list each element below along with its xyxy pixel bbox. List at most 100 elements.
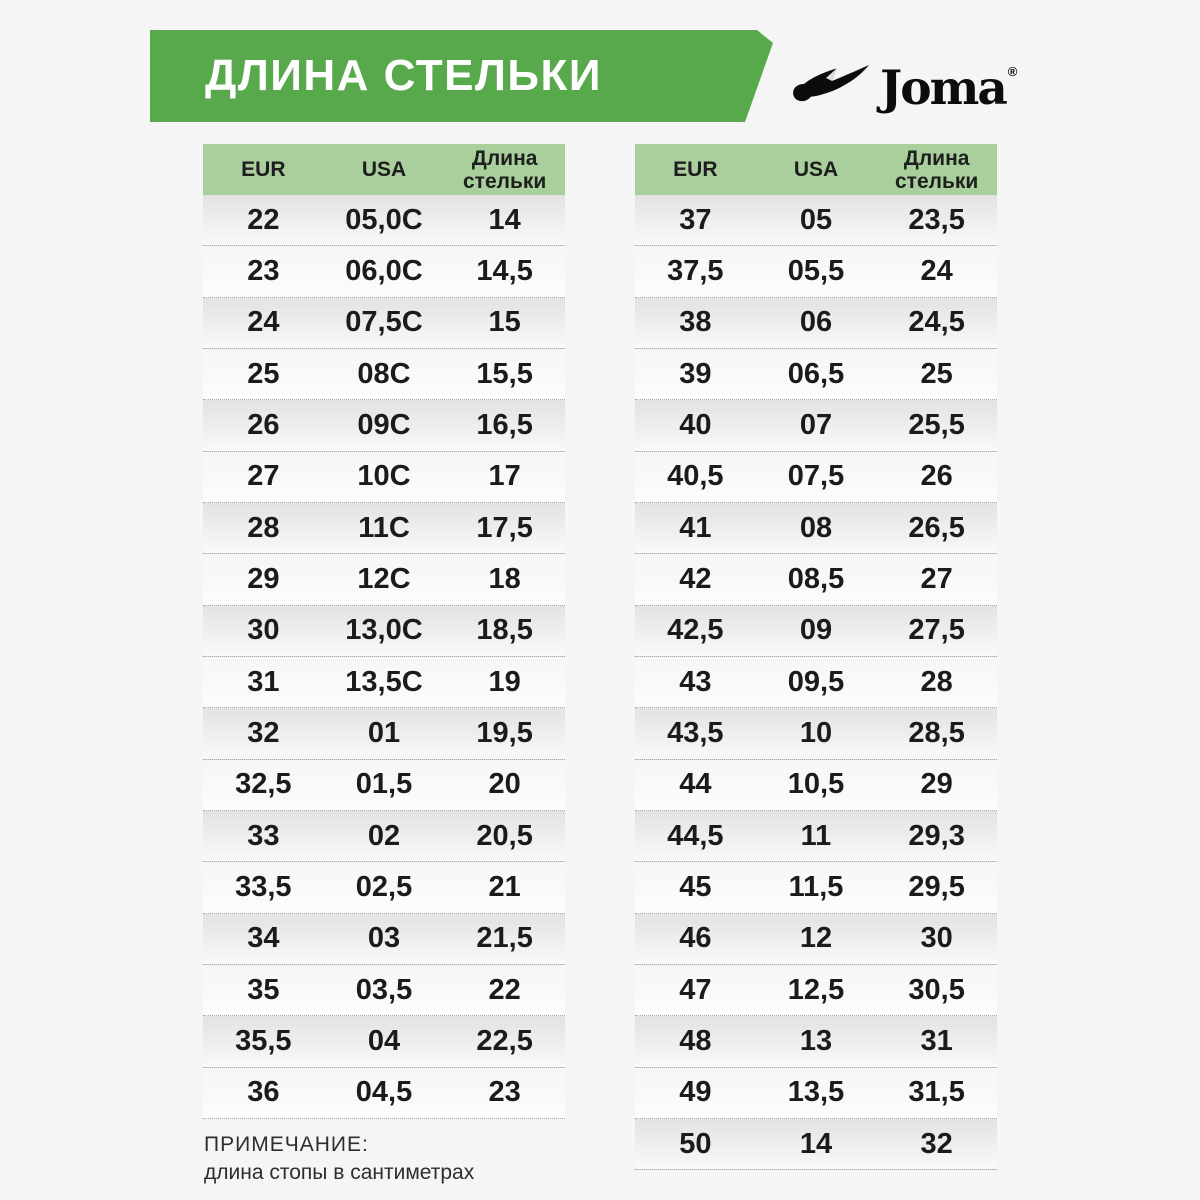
footnote-title: ПРИМЕЧАНИЕ:	[204, 1133, 369, 1156]
table-row: 32,5 01,5 20	[203, 759, 565, 811]
table-row: 42 08,5 27	[635, 554, 997, 606]
table-cell: 34	[247, 922, 280, 955]
table-cell: 15,5	[476, 357, 533, 390]
table-row: 25 08C 15,5	[203, 348, 565, 401]
table-row: 38 06 24,5	[635, 297, 997, 349]
table-cell: 39	[679, 357, 712, 390]
table-cell: 27	[247, 460, 280, 493]
table-cell: 05,5	[787, 254, 845, 287]
table-cell: 02	[367, 819, 401, 852]
table-cell: 09,5	[787, 665, 845, 698]
table-cell: 01	[367, 716, 401, 749]
table-cell: 08C	[357, 357, 411, 390]
column-header: Длина стельки	[894, 146, 979, 193]
table-cell: 06	[799, 306, 833, 339]
table-row: 29 12C 18	[203, 554, 565, 606]
registered-trademark: ®	[1007, 64, 1018, 79]
page-title: ДЛИНА СТЕЛЬКИ	[205, 51, 603, 100]
footnote: ПРИМЕЧАНИЕ: длина стопы в сантиметрах	[204, 1131, 474, 1187]
table-cell: 08	[799, 511, 833, 544]
table-row: 34 03 21,5	[203, 913, 565, 965]
table-row: 30 13,0C 18,5	[203, 605, 565, 657]
table-cell: 13,0C	[345, 614, 423, 647]
table-cell: 44,5	[667, 819, 724, 852]
table-row: 44,5 11 29,3	[635, 810, 997, 863]
table-cell: 28	[247, 511, 280, 544]
table-cell: 04,5	[355, 1076, 413, 1109]
table-cell: 22,5	[476, 1024, 533, 1057]
table-cell: 22	[247, 203, 280, 236]
table-cell: 06,0C	[345, 254, 423, 287]
table-cell: 45	[679, 870, 712, 903]
table-cell: 43,5	[667, 716, 724, 749]
table-cell: 28	[920, 665, 953, 698]
table-cell: 14	[799, 1127, 833, 1160]
table-row: 27 10C 17	[203, 451, 565, 503]
table-cell: 32,5	[235, 768, 292, 801]
table-cell: 23	[247, 254, 280, 287]
table-row: 49 13,5 31,5	[635, 1067, 997, 1119]
left-table-header-row: EUR USA Длина стельки	[203, 144, 565, 195]
table-cell: 11,5	[788, 870, 844, 903]
table-cell: 12,5	[787, 973, 845, 1006]
table-cell: 13	[799, 1024, 833, 1057]
table-cell: 06,5	[787, 357, 845, 390]
table-cell: 32	[920, 1127, 953, 1160]
table-cell: 11C	[358, 511, 410, 544]
table-cell: 29,3	[908, 819, 965, 852]
table-row: 43 09,5 28	[635, 656, 997, 709]
table-row: 41 08 26,5	[635, 502, 997, 555]
table-row: 48 13 31	[635, 1016, 997, 1068]
table-cell: 41	[679, 511, 712, 544]
table-row: 36 04,5 23	[203, 1067, 565, 1119]
table-cell: 30	[920, 922, 953, 955]
table-cell: 25	[247, 357, 280, 390]
table-cell: 37,5	[667, 254, 724, 287]
table-cell: 24,5	[908, 306, 965, 339]
table-cell: 31	[247, 665, 280, 698]
column-header: USA	[793, 158, 839, 181]
table-row: 46 12 30	[635, 913, 997, 965]
table-row: 24 07,5C 15	[203, 297, 565, 349]
table-cell: 40	[679, 408, 712, 441]
table-cell: 25,5	[908, 408, 965, 441]
table-cell: 09C	[357, 408, 411, 441]
table-cell: 44	[679, 768, 712, 801]
table-cell: 31	[920, 1024, 953, 1057]
table-cell: 12	[799, 922, 833, 955]
table-row: 33,5 02,5 21	[203, 862, 565, 914]
table-cell: 07,5	[787, 460, 845, 493]
table-cell: 13,5	[787, 1076, 845, 1109]
table-cell: 20,5	[476, 819, 533, 852]
table-cell: 26	[247, 408, 280, 441]
table-cell: 27	[920, 562, 953, 595]
table-row: 47 12,5 30,5	[635, 964, 997, 1017]
table-row: 23 06,0C 14,5	[203, 246, 565, 298]
table-cell: 32	[247, 716, 280, 749]
table-cell: 20	[488, 768, 521, 801]
right-table-header-row: EUR USA Длина стельки	[635, 144, 997, 195]
table-row: 40 07 25,5	[635, 400, 997, 452]
table-cell: 30,5	[908, 973, 965, 1006]
table-cell: 29	[247, 562, 280, 595]
table-row: 35,5 04 22,5	[203, 1016, 565, 1068]
size-table-adult: EUR USA Длина стельки 37 05 23,5 37,5 05,5 24 38 0…	[635, 144, 997, 1171]
table-cell: 49	[679, 1076, 712, 1109]
size-table-child: EUR USA Длина стельки 22 05,0C 14 23 06,0C 14,5 2…	[203, 144, 565, 1119]
table-row: 43,5 10 28,5	[635, 708, 997, 760]
table-row: 37 05 23,5	[635, 195, 997, 247]
table-cell: 10C	[357, 460, 411, 493]
joma-logo: Joma ®	[792, 44, 1017, 117]
table-cell: 29	[920, 768, 953, 801]
table-cell: 30	[247, 614, 280, 647]
table-cell: 33,5	[235, 870, 292, 903]
column-header: Длина стельки	[462, 146, 547, 193]
table-cell: 31,5	[908, 1076, 965, 1109]
table-cell: 13,5C	[345, 665, 423, 698]
table-row: 22 05,0C 14	[203, 195, 565, 247]
table-cell: 42	[679, 562, 712, 595]
table-cell: 03,5	[355, 973, 413, 1006]
table-cell: 22	[488, 973, 521, 1006]
table-row: 33 02 20,5	[203, 810, 565, 863]
table-cell: 24	[920, 254, 953, 287]
